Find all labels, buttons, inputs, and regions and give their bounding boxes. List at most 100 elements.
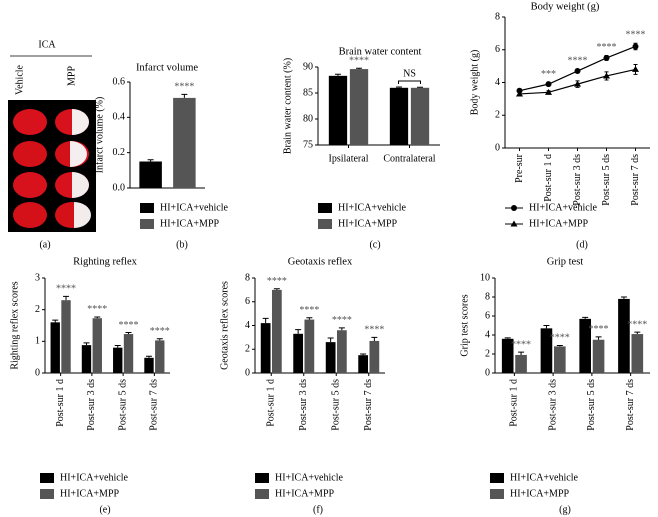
bar [349,69,369,145]
legend-label: HI+ICA+vehicle [60,472,128,483]
marker [632,43,639,50]
error-bar [356,67,363,70]
error-bar [181,93,188,98]
panel-label: (c) [369,239,380,250]
bar [410,87,430,145]
error-bar [395,86,402,88]
marker [603,72,610,79]
bar [139,161,162,188]
y-tick-label: 6 [245,296,250,307]
bar [358,355,369,373]
bar [173,97,196,188]
error-bar [634,331,641,335]
bar [293,333,304,373]
significance: **** [589,324,609,335]
error-bar [371,336,378,341]
chart-title: Brain water content [339,46,422,57]
panel-label: (b) [176,239,188,250]
error-bar [556,344,563,347]
error-bar [295,329,302,334]
significance: **** [626,29,646,40]
x-tick-label: Post-sur 7 ds [149,379,160,431]
chart-title: Infarct volume [136,62,198,73]
bar [81,345,92,373]
x-tick-label: Post-sur 3 ds [547,379,558,431]
x-tick-label: Post-sur 5 ds [586,379,597,431]
significance: **** [150,326,170,337]
significance: **** [267,276,287,287]
y-tick-label: 0.4 [113,112,126,123]
significance: NS [403,68,416,79]
x-tick-label: Pre-sur [514,153,525,183]
y-tick-label: 4 [245,320,250,331]
x-tick-label: Ipsilateral [329,153,369,164]
legend-marker [510,220,518,227]
significance: **** [119,320,139,331]
y-tick-label: 0.6 [113,76,126,87]
legend-swatch [318,219,332,229]
chart-title: Body weight (g) [531,1,600,12]
legend-swatch [40,473,54,483]
bar [50,322,60,373]
error-bar [94,316,101,319]
x-tick-label: Post-sur 3 ds [298,379,309,431]
y-tick-label: 80 [303,113,313,124]
x-tick-label: Post-sur 1 d [509,379,520,427]
legend-label: HI+ICA+vehicle [275,472,343,483]
bar [515,354,527,373]
significance: **** [349,56,369,67]
marker [603,54,610,61]
panel-a: ICA Vehicle MPP (a) [8,39,96,250]
y-tick-label: 0.2 [113,147,126,158]
bar [304,319,315,373]
bar [113,347,123,373]
legend-label: HI+ICA+vehicle [529,202,597,213]
y-axis-label: Grip test scores [459,294,470,356]
bar [336,330,347,373]
y-tick-label: 0 [35,367,40,378]
marker [574,80,581,87]
legend-label: HI+ICA+MPP [510,488,570,499]
significance: **** [511,339,531,350]
bar [325,342,336,373]
y-axis-label: Body weight (g) [469,50,480,116]
significance: **** [627,319,647,330]
bar [579,318,592,373]
bar [369,340,380,373]
y-tick-label: 0 [485,367,490,378]
legend-marker [511,205,517,211]
legend-swatch [255,473,269,483]
legend-label: HI+ICA+MPP [160,218,220,229]
error-bar [417,86,424,88]
column-label: Vehicle [14,64,25,95]
legend-swatch [255,489,269,499]
y-tick-label: 8 [495,11,500,22]
x-tick-label: Post-sur 1 d [543,154,554,202]
bar [328,75,348,145]
y-tick-label: 10 [480,272,490,283]
bar [592,339,605,373]
x-tick-label: Contralateral [383,153,435,164]
error-bar [327,337,334,343]
panel-a-header: ICA [38,39,56,50]
x-tick-label: Post-sur 7 ds [630,154,641,206]
legend-swatch [140,219,154,229]
significance: **** [56,284,76,295]
error-bar [125,331,132,335]
y-tick-label: 2 [495,110,500,121]
panel-label: (d) [576,239,588,250]
x-tick-label: Post-sur 1 d [55,379,66,427]
y-tick-label: 85 [303,87,313,98]
y-tick-label: 3 [35,272,40,283]
significance: **** [364,325,384,336]
bar [144,357,154,373]
bar [631,334,644,373]
bar [260,323,271,373]
y-tick-label: 75 [303,139,313,150]
error-bar [620,296,627,299]
legend-swatch [490,473,504,483]
error-bar [582,316,589,319]
bar [501,338,514,373]
y-tick-label: 2 [485,348,490,359]
